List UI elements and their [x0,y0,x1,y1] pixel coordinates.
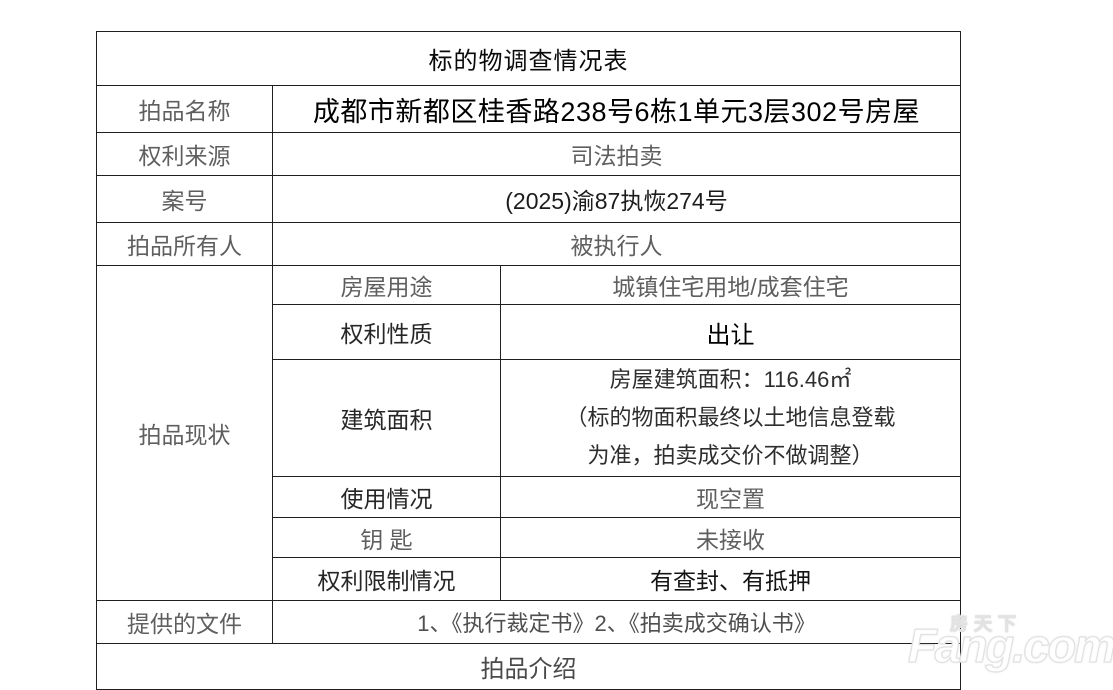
label-rights-source: 权利来源 [96,132,273,176]
label-occupancy: 使用情况 [272,476,501,518]
value-occupancy: 现空置 [500,476,961,518]
table-row: 案号 (2025)渝87执恢274号 [96,175,961,223]
table-row: 拍品名称 成都市新都区桂香路238号6栋1单元3层302号房屋 [96,85,961,133]
label-provided-documents: 提供的文件 [96,600,273,644]
table-row: 标的物调查情况表 [96,31,961,86]
value-rights-nature: 出让 [500,304,961,360]
table-row: 权利性质 出让 [97,304,961,360]
value-provided-documents: 1、《执行裁定书》2、《拍卖成交确认书》 [272,600,961,644]
table-row: 拍品现状 房屋用途 城镇住宅用地/成套住宅 [96,265,961,601]
table-row: 使用情况 现空置 [97,476,961,518]
label-current-status: 拍品现状 [96,265,273,601]
table-row: 钥 匙 未接收 [97,517,961,558]
value-case-number: (2025)渝87执恢274号 [272,175,961,223]
value-rights-source: 司法拍卖 [272,132,961,176]
label-rights-nature: 权利性质 [272,304,501,360]
label-rights-restrictions: 权利限制情况 [272,557,501,601]
value-building-area: 房屋建筑面积：116.46㎡ （标的物面积最终以土地信息登载 为准，拍卖成交价不… [500,359,961,477]
table-row: 拍品介绍 [96,643,961,690]
value-house-usage: 城镇住宅用地/成套住宅 [500,265,961,305]
label-building-area: 建筑面积 [272,359,501,477]
label-owner: 拍品所有人 [96,222,273,266]
value-owner: 被执行人 [272,222,961,266]
table-title: 标的物调查情况表 [96,31,961,86]
auction-survey-table: 标的物调查情况表 拍品名称 成都市新都区桂香路238号6栋1单元3层302号房屋… [96,31,961,690]
table-row: 权利限制情况 有查封、有抵押 [97,557,961,601]
table-row: 拍品所有人 被执行人 [96,222,961,266]
table-row: 权利来源 司法拍卖 [96,132,961,176]
label-house-usage: 房屋用途 [272,265,501,305]
section-header-introduction: 拍品介绍 [96,643,961,690]
value-auction-name: 成都市新都区桂香路238号6栋1单元3层302号房屋 [272,85,961,133]
label-keys: 钥 匙 [272,517,501,558]
value-rights-restrictions: 有查封、有抵押 [500,557,961,601]
label-auction-name: 拍品名称 [96,85,273,133]
value-keys: 未接收 [500,517,961,558]
table-row: 提供的文件 1、《执行裁定书》2、《拍卖成交确认书》 [96,600,961,644]
label-case-number: 案号 [96,175,273,223]
